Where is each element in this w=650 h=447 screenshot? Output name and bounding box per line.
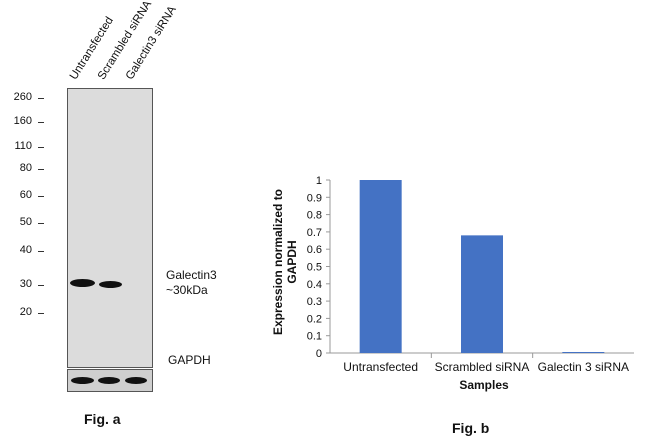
- marker-label: 30: [19, 278, 32, 290]
- figure-b-label: Fig. b: [452, 420, 490, 436]
- marker-tick: [38, 285, 44, 286]
- galectin3-label: Galectin3 ~30kDa: [166, 268, 217, 298]
- marker-tick: [38, 196, 44, 197]
- marker-label: 80: [19, 162, 32, 174]
- galectin3-band-scrambled: [99, 281, 122, 288]
- x-tick-label: Untransfected: [343, 360, 418, 374]
- bar: [359, 180, 402, 353]
- y-tick-label: 0: [316, 348, 322, 360]
- y-axis-title-line1: Expression normalized to: [271, 189, 285, 335]
- bar: [461, 235, 503, 353]
- y-tick-label: 0.2: [307, 313, 322, 325]
- chart-marks: 0 0.1 0.2 0.3 0.4 0.5 0.6 0.7 0.8 0.9 1 Untransfect…: [307, 175, 634, 374]
- galectin3-label-line2: ~30kDa: [166, 283, 208, 297]
- marker-label: 50: [19, 216, 32, 228]
- y-tick-label: 0.5: [307, 262, 322, 274]
- y-tick-label: 0.7: [307, 227, 322, 239]
- galectin3-band-untransfected: [70, 279, 95, 287]
- gapdh-band: [98, 377, 120, 384]
- marker-tick: [38, 122, 44, 123]
- y-tick-label: 0.3: [307, 296, 322, 308]
- figure-a-label: Fig. a: [84, 411, 121, 427]
- marker-label: 110: [14, 140, 32, 152]
- galectin3-label-line1: Galectin3: [166, 268, 217, 282]
- marker-tick: [38, 313, 44, 314]
- marker-label: 40: [19, 244, 32, 256]
- gapdh-label: GAPDH: [168, 353, 211, 367]
- x-axis-title: Samples: [459, 378, 509, 392]
- marker-tick: [38, 98, 44, 99]
- marker-label: 160: [13, 115, 32, 127]
- x-tick-label: Scrambled siRNA: [435, 360, 530, 374]
- marker-tick: [38, 251, 44, 252]
- marker-label: 20: [19, 306, 32, 318]
- gapdh-blot-strip: [67, 369, 153, 392]
- gapdh-band: [125, 377, 147, 384]
- y-tick-label: 0.6: [307, 244, 322, 256]
- y-tick-label: 0.4: [307, 279, 322, 291]
- marker-tick: [38, 147, 44, 148]
- y-axis-title-line2: GAPDH: [285, 240, 299, 283]
- marker-label: 60: [19, 189, 32, 201]
- bar: [562, 352, 605, 353]
- marker-tick: [38, 223, 44, 224]
- y-tick-label: 1: [316, 175, 322, 187]
- y-tick-label: 0.1: [307, 331, 322, 343]
- x-tick-label: Galectin 3 siRNA: [538, 360, 629, 374]
- y-tick-label: 0.9: [307, 192, 322, 204]
- blot-membrane: [67, 88, 153, 368]
- gapdh-band: [71, 377, 94, 384]
- marker-label: 260: [13, 91, 32, 103]
- marker-tick: [38, 169, 44, 170]
- y-tick-label: 0.8: [307, 210, 322, 222]
